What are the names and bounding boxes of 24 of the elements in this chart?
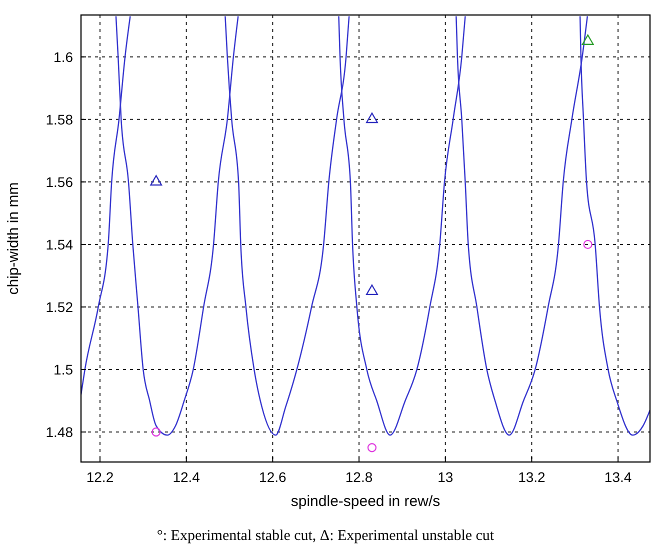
- x-tick-label: 12.4: [172, 469, 200, 485]
- y-axis-title: chip-width in mm: [5, 182, 22, 295]
- x-tick-label: 12.2: [86, 469, 114, 485]
- point: [366, 112, 378, 124]
- x-tick-label: 13.2: [518, 469, 546, 485]
- text: °: Experimental stable cut, Δ: Experimental unstable cut: [156, 528, 495, 544]
- y-tick-label: 1.6: [54, 48, 74, 65]
- x-axis-title: spindle-speed in rew/s: [290, 493, 440, 510]
- point: [582, 34, 594, 45]
- x-tick-label: 12.6: [259, 469, 287, 485]
- y-tick-label: 1.52: [46, 298, 74, 315]
- y-tick-label: 1.48: [46, 424, 74, 440]
- x-tick-label: 13: [438, 469, 454, 485]
- point: [152, 427, 161, 437]
- x-tick-label: 12.8: [345, 469, 373, 485]
- y-tick-label: 1.56: [46, 174, 74, 190]
- point: [366, 284, 378, 296]
- point: [583, 240, 592, 250]
- y-tick-label: 1.58: [46, 111, 74, 128]
- point: [150, 175, 162, 186]
- point: [367, 443, 377, 452]
- y-tick-label: 1.5: [54, 361, 74, 378]
- x-tick-label: 13.4: [604, 469, 632, 485]
- y-tick-label: 1.54: [46, 236, 74, 252]
